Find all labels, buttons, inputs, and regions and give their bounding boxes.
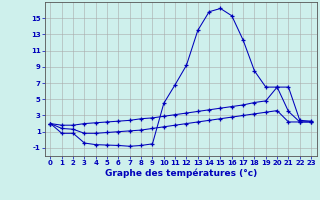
- X-axis label: Graphe des températures (°c): Graphe des températures (°c): [105, 169, 257, 178]
